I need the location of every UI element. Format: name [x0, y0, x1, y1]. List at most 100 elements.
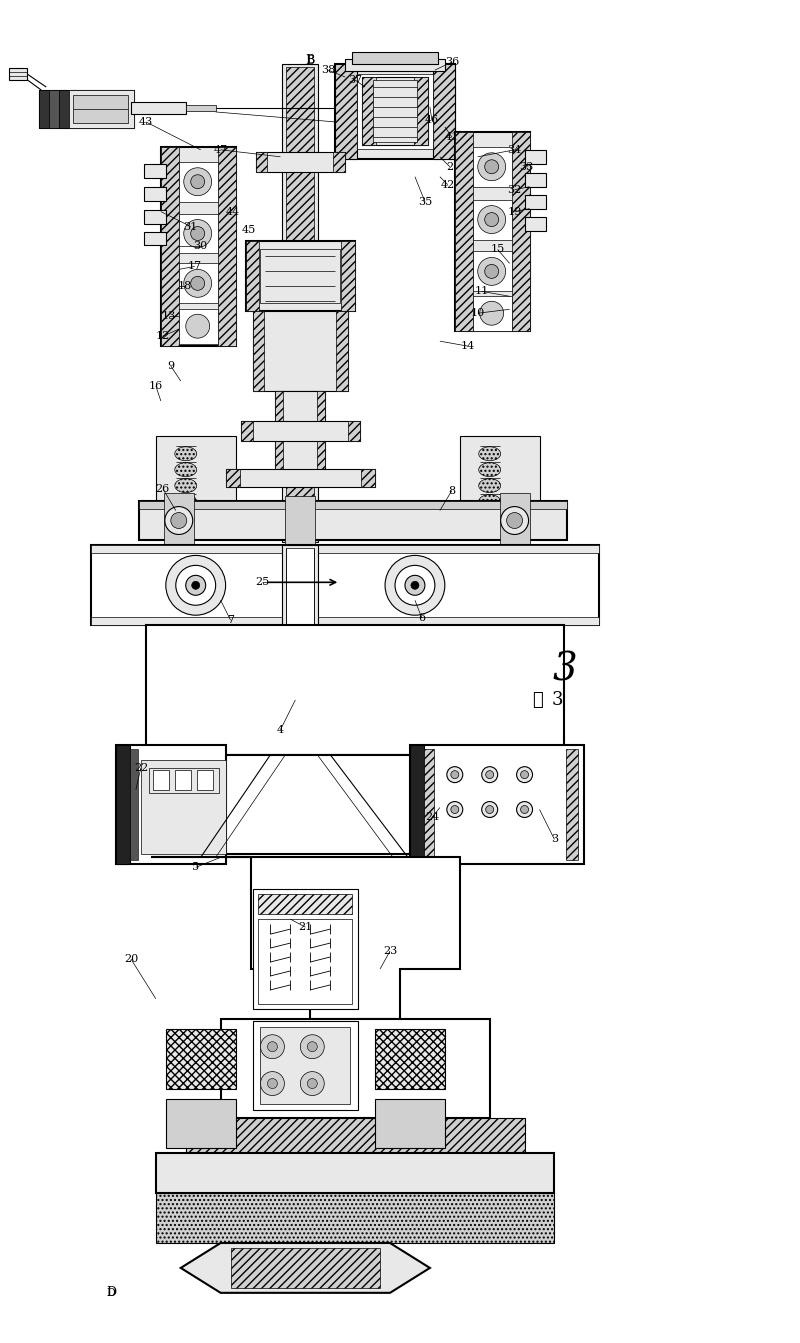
Bar — [342, 242, 355, 312]
Circle shape — [521, 771, 529, 779]
Circle shape — [521, 806, 529, 814]
Bar — [362, 77, 428, 145]
Text: 34: 34 — [507, 145, 522, 154]
Bar — [241, 420, 253, 441]
Bar — [153, 770, 169, 790]
Text: 21: 21 — [298, 923, 313, 932]
Bar — [410, 745, 424, 865]
Bar — [218, 146, 235, 346]
Text: 3: 3 — [552, 651, 577, 689]
Circle shape — [184, 270, 212, 297]
Bar — [221, 1019, 490, 1119]
Bar — [525, 150, 546, 164]
Bar — [525, 216, 546, 231]
Circle shape — [165, 506, 193, 535]
Bar — [253, 1021, 358, 1111]
Circle shape — [190, 175, 205, 188]
Text: 45: 45 — [242, 224, 256, 235]
Bar — [255, 152, 267, 172]
Circle shape — [267, 1042, 278, 1052]
Ellipse shape — [174, 447, 197, 461]
Text: 15: 15 — [490, 244, 505, 254]
Bar — [144, 210, 166, 223]
Bar — [414, 77, 428, 145]
Text: D: D — [106, 1287, 116, 1299]
Circle shape — [447, 802, 462, 818]
Bar — [336, 312, 348, 391]
Bar — [230, 1248, 380, 1288]
Circle shape — [478, 153, 506, 181]
Bar — [73, 95, 128, 124]
Bar — [455, 132, 473, 332]
Bar — [166, 1029, 235, 1089]
Bar — [357, 74, 433, 149]
Text: 33: 33 — [519, 161, 534, 172]
Ellipse shape — [174, 494, 197, 509]
Bar — [410, 745, 584, 865]
Ellipse shape — [478, 463, 501, 477]
Ellipse shape — [174, 478, 197, 493]
Bar — [368, 82, 422, 140]
Text: 23: 23 — [383, 945, 397, 956]
Text: 5: 5 — [192, 862, 199, 873]
Circle shape — [385, 556, 445, 615]
Text: 14: 14 — [461, 341, 475, 351]
Circle shape — [267, 1078, 278, 1089]
Ellipse shape — [478, 478, 501, 493]
Bar — [282, 545, 318, 685]
Bar — [566, 749, 578, 861]
Bar — [253, 312, 265, 391]
Text: 18: 18 — [178, 281, 192, 291]
Bar — [275, 391, 283, 470]
Bar — [318, 391, 326, 470]
Text: 图: 图 — [532, 690, 543, 709]
Text: 46: 46 — [425, 115, 439, 125]
Text: 16: 16 — [149, 381, 163, 391]
Circle shape — [485, 265, 498, 278]
Bar — [345, 59, 445, 71]
Circle shape — [261, 1034, 285, 1058]
Circle shape — [190, 277, 205, 290]
Text: 22: 22 — [134, 763, 148, 772]
Circle shape — [501, 506, 529, 535]
Bar — [174, 770, 190, 790]
Circle shape — [482, 802, 498, 818]
Bar — [39, 90, 50, 128]
Text: 38: 38 — [321, 64, 335, 75]
Bar — [275, 391, 326, 470]
Circle shape — [186, 575, 206, 595]
Bar — [164, 493, 194, 548]
Circle shape — [405, 575, 425, 595]
Bar — [116, 745, 226, 865]
Polygon shape — [181, 1244, 430, 1293]
Ellipse shape — [478, 447, 501, 461]
Text: 31: 31 — [184, 222, 198, 231]
Circle shape — [170, 513, 186, 529]
Circle shape — [261, 1072, 285, 1096]
Text: 24: 24 — [425, 813, 439, 822]
Text: 3: 3 — [552, 690, 563, 709]
Bar — [156, 436, 235, 536]
Bar — [258, 919, 352, 1003]
Text: 41: 41 — [445, 132, 459, 142]
Bar — [139, 501, 567, 509]
Bar — [178, 214, 218, 254]
Text: 8: 8 — [448, 486, 455, 496]
Bar — [253, 889, 358, 1009]
Bar — [433, 64, 455, 158]
Circle shape — [451, 806, 458, 814]
Bar — [473, 297, 512, 332]
Text: 35: 35 — [418, 196, 432, 207]
Bar — [139, 501, 567, 540]
Bar — [335, 64, 455, 158]
Text: 11: 11 — [474, 286, 489, 297]
Bar — [375, 1099, 445, 1148]
Bar — [186, 105, 216, 111]
Bar — [144, 231, 166, 246]
Bar — [335, 64, 357, 158]
Bar — [460, 436, 539, 536]
Bar — [144, 164, 166, 177]
Circle shape — [478, 205, 506, 234]
Circle shape — [517, 802, 533, 818]
Bar — [91, 618, 599, 624]
